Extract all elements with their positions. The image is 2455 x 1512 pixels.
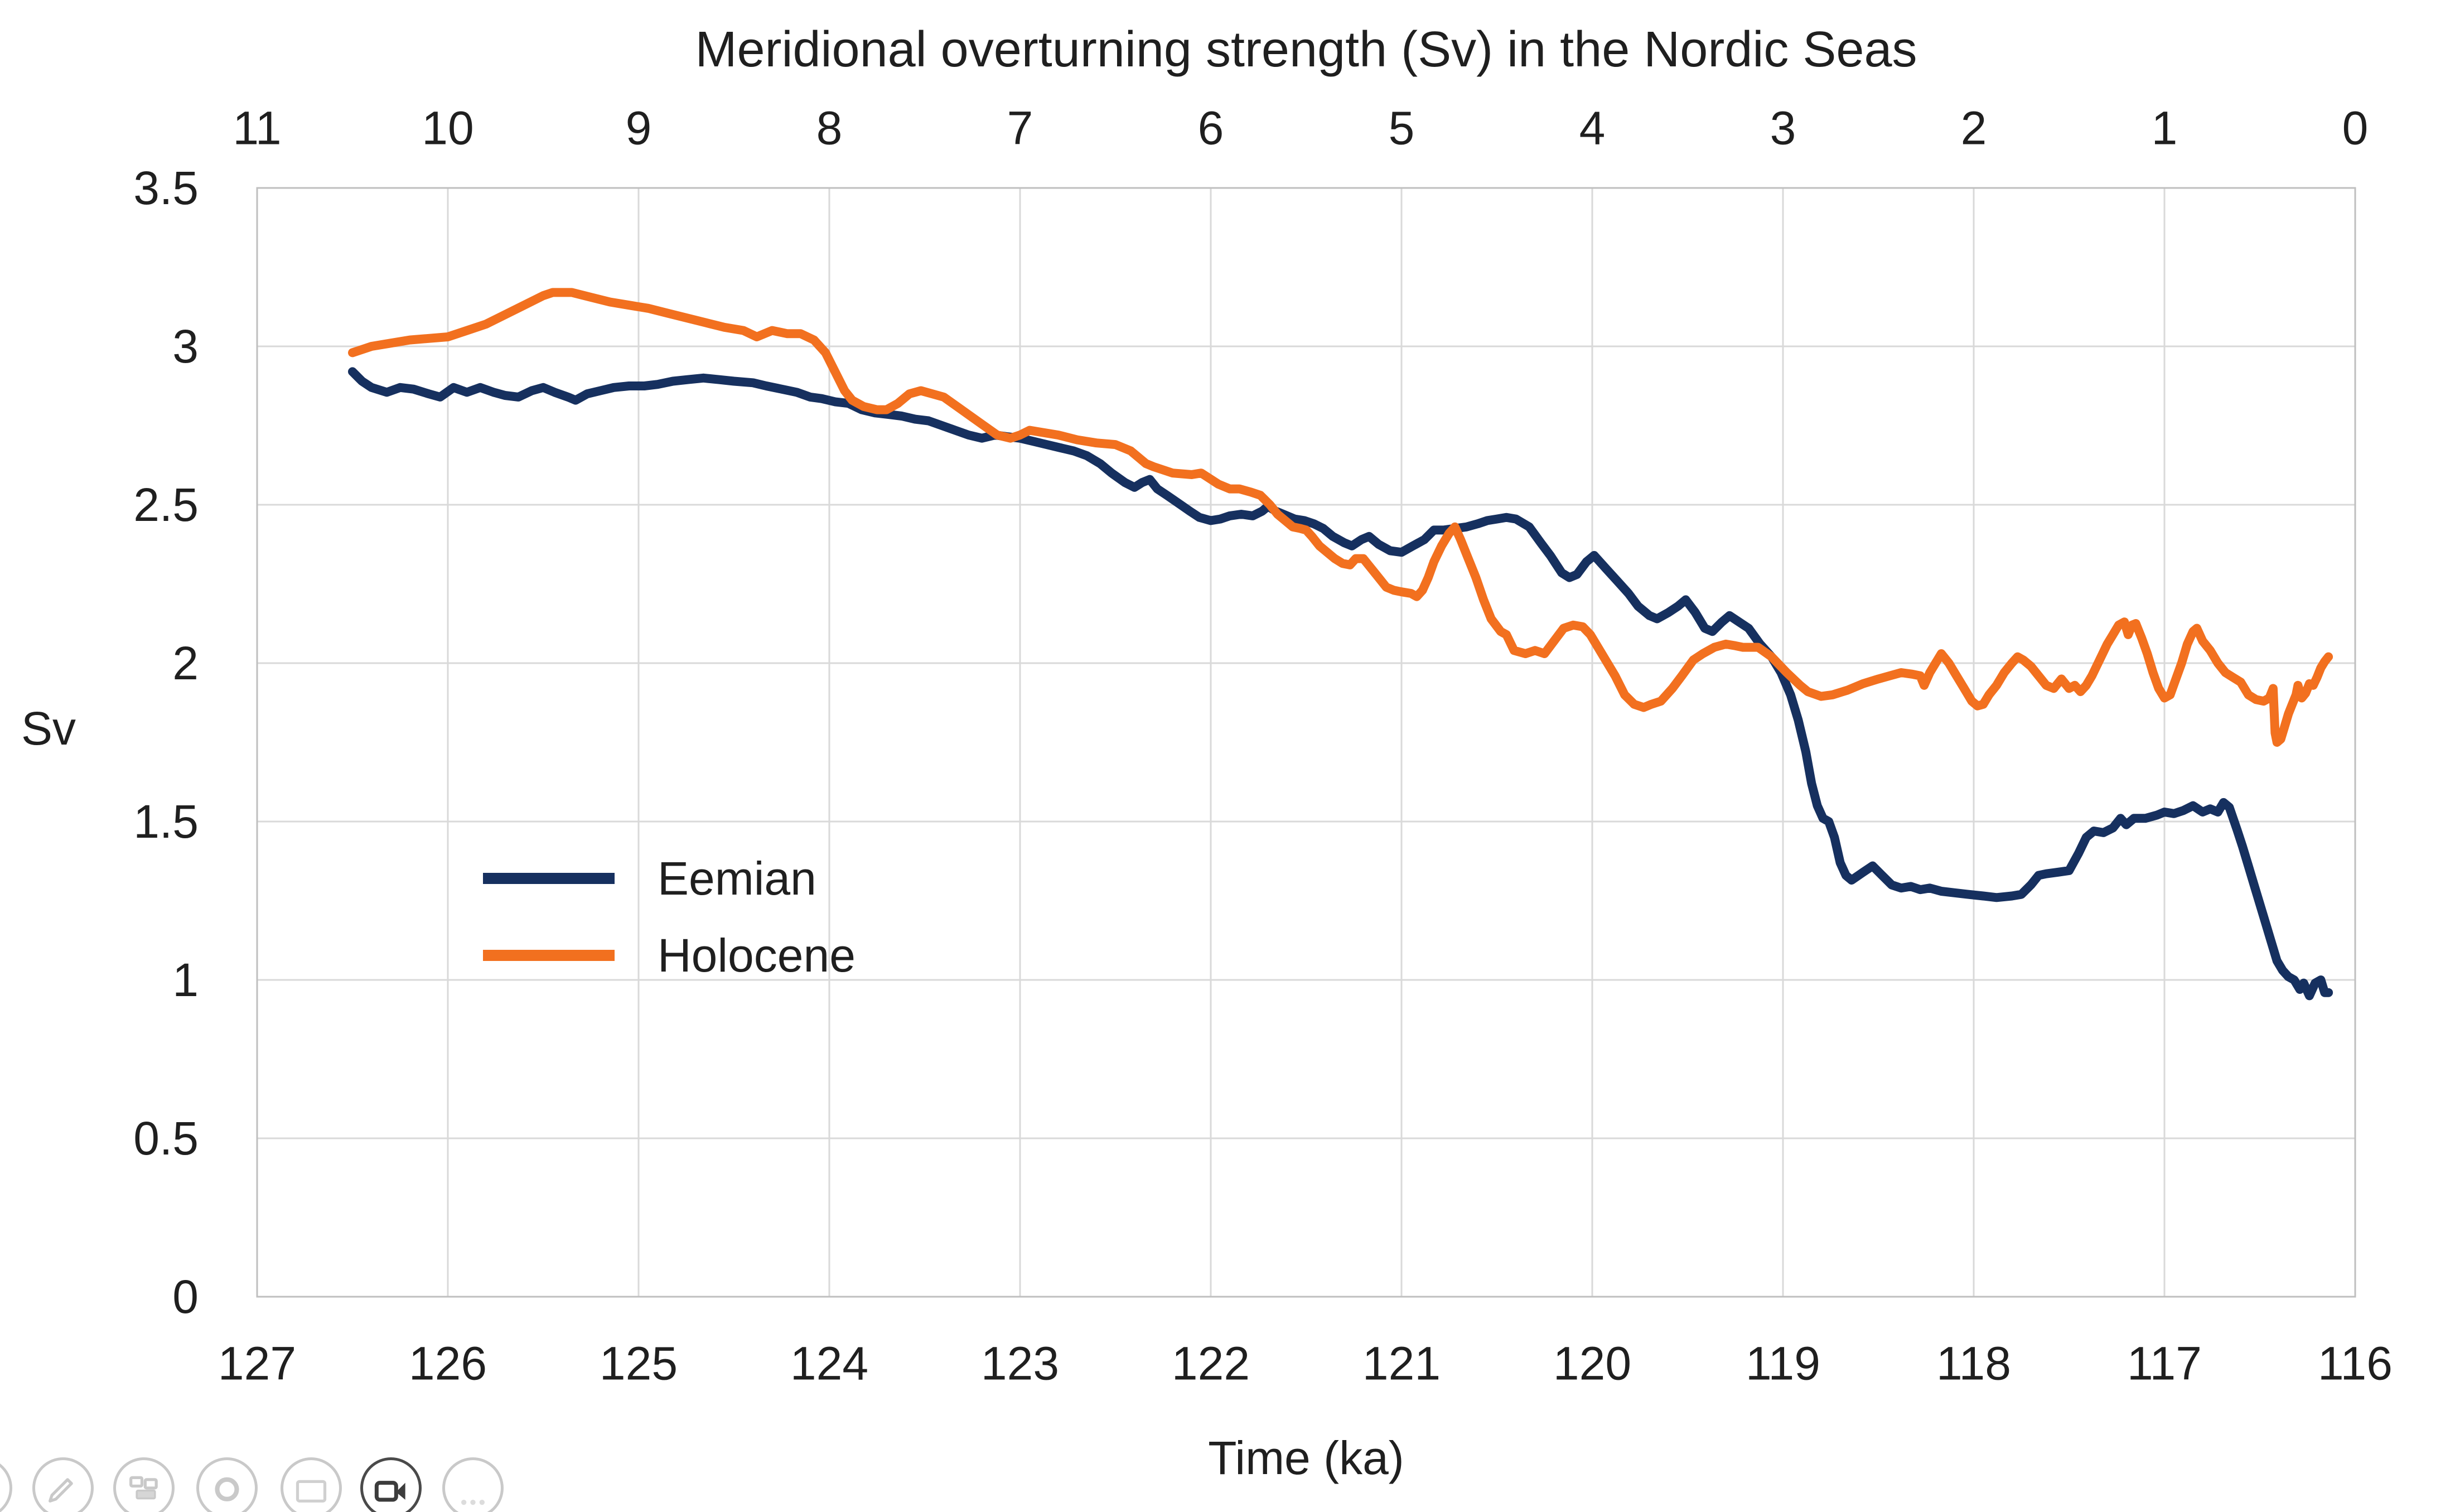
- x-tick-top-5: 5: [1388, 102, 1415, 154]
- legend-label-holocene: Holocene: [658, 929, 856, 982]
- x-tick-bottom-122: 122: [1171, 1337, 1250, 1390]
- x-tick-bottom-121: 121: [1362, 1337, 1441, 1390]
- x-tick-top-8: 8: [816, 102, 843, 154]
- pen-button[interactable]: [32, 1457, 94, 1512]
- legend-swatch-holocene: [483, 950, 615, 961]
- x-tick-bottom-127: 127: [218, 1337, 297, 1390]
- x-tick-bottom-124: 124: [790, 1337, 869, 1390]
- x-tick-top-10: 10: [422, 102, 474, 154]
- y-tick-2.5: 2.5: [133, 479, 199, 531]
- y-axis-title: Sv: [21, 702, 76, 755]
- camera-button[interactable]: [360, 1457, 422, 1512]
- x-axis-title: Time (ka): [1208, 1432, 1404, 1484]
- y-tick-1.5: 1.5: [133, 795, 199, 848]
- y-tick-2: 2: [172, 637, 199, 689]
- x-tick-bottom-120: 120: [1553, 1337, 1632, 1390]
- x-tick-top-0: 0: [2342, 102, 2369, 154]
- pen-icon: [49, 1478, 73, 1503]
- screen-button[interactable]: [281, 1457, 342, 1512]
- legend-label-eemian: Eemian: [658, 852, 816, 905]
- slides-icon: [129, 1476, 158, 1500]
- x-tick-top-7: 7: [1007, 102, 1033, 154]
- y-tick-0: 0: [172, 1271, 199, 1323]
- x-tick-top-9: 9: [625, 102, 652, 154]
- x-tick-top-6: 6: [1197, 102, 1224, 154]
- camera-icon: [374, 1481, 405, 1502]
- chart-title: Meridional overturning strength (Sv) in …: [695, 22, 1917, 78]
- y-tick-3: 3: [172, 320, 199, 373]
- more-options-icon: [461, 1500, 485, 1505]
- holocene-line: [348, 288, 2333, 747]
- eemian-line: [348, 367, 2333, 1001]
- x-tick-top-4: 4: [1579, 102, 1606, 154]
- y-tick-1: 1: [172, 954, 199, 1006]
- y-tick-0.5: 0.5: [133, 1112, 199, 1165]
- x-tick-bottom-118: 118: [1936, 1337, 2011, 1390]
- zoom-button[interactable]: [196, 1457, 258, 1512]
- x-tick-bottom-123: 123: [980, 1337, 1060, 1390]
- x-tick-top-3: 3: [1770, 102, 1796, 154]
- x-tick-bottom-116: 116: [2318, 1337, 2393, 1390]
- more-options-button[interactable]: [442, 1457, 504, 1512]
- x-tick-bottom-126: 126: [408, 1337, 487, 1390]
- x-tick-bottom-119: 119: [1746, 1337, 1820, 1390]
- x-tick-bottom-125: 125: [599, 1337, 678, 1390]
- slides-button[interactable]: [113, 1457, 175, 1512]
- zoom-icon: [215, 1477, 239, 1501]
- x-tick-top-1: 1: [2151, 102, 2178, 154]
- x-tick-top-11: 11: [233, 102, 282, 154]
- x-tick-top-2: 2: [1960, 102, 1987, 154]
- x-tick-bottom-117: 117: [2127, 1337, 2202, 1390]
- plot-border: [256, 187, 2356, 1298]
- legend-swatch-eemian: [483, 873, 615, 884]
- screen-icon: [296, 1480, 327, 1503]
- y-tick-3.5: 3.5: [133, 162, 199, 214]
